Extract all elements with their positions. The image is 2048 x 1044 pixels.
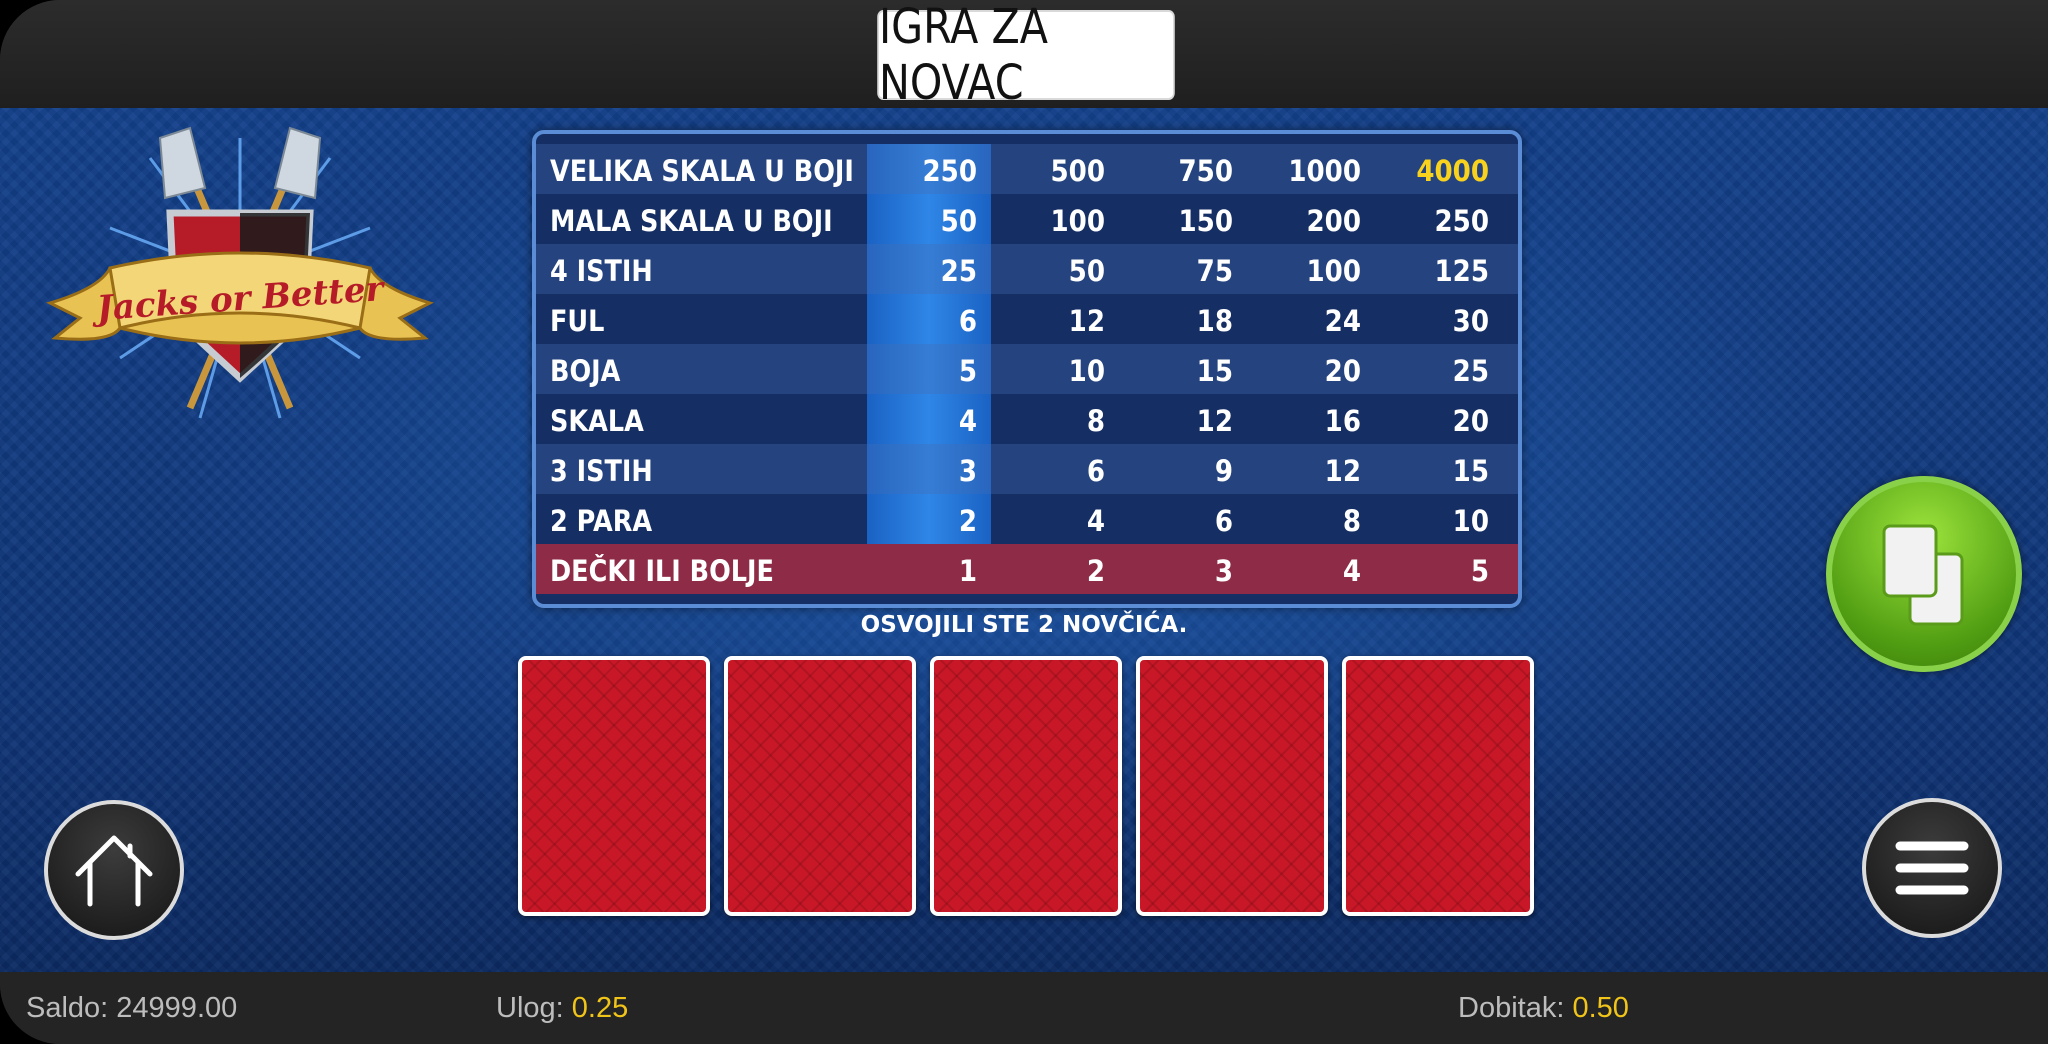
jacks-or-better-logo: Jacks or Better [45, 126, 435, 419]
menu-button[interactable] [1862, 798, 2002, 938]
payout-value: 2 [1086, 554, 1105, 588]
home-icon [75, 835, 153, 907]
payout-value: 12 [1068, 304, 1105, 338]
top-bar: IGRA ZA NOVAC [0, 0, 2048, 111]
payout-value: 12 [1196, 404, 1233, 438]
payout-value: 200 [1306, 204, 1361, 238]
hand-name: BOJA [550, 354, 621, 388]
payout-value: 5 [1470, 554, 1489, 588]
payout-value: 100 [1306, 254, 1361, 288]
payout-value: 8 [1086, 404, 1105, 438]
payout-value: 4000 [1416, 154, 1489, 188]
balance-value: 24999.00 [116, 992, 238, 1024]
payout-value: 100 [1050, 204, 1105, 238]
hand-name: 4 ISTIH [550, 254, 653, 288]
payout-value: 12 [1324, 454, 1361, 488]
payout-value: 4 [1086, 504, 1105, 538]
hand-name: MALA SKALA U BOJI [550, 204, 833, 238]
win-message: OSVOJILI STE 2 NOVČIĆA. [860, 612, 1188, 638]
payout-value: 9 [1214, 454, 1233, 488]
payout-value: 250 [1434, 204, 1489, 238]
payout-value: 50 [1068, 254, 1105, 288]
win-display: Dobitak: 0.50 [1458, 992, 1629, 1025]
hand-name: 3 ISTIH [550, 454, 653, 488]
payout-value: 125 [1434, 254, 1489, 288]
payout-value: 20 [1452, 404, 1489, 438]
card-back-2[interactable] [724, 656, 916, 916]
hand-name: SKALA [550, 404, 644, 438]
payout-value: 1 [958, 554, 977, 588]
win-label: Dobitak: [1458, 992, 1565, 1024]
payout-value: 4 [958, 404, 977, 438]
paytable-row: MALA SKALA U BOJI 50 100 150 200 250 [536, 194, 1518, 244]
pay-table: VELIKA SKALA U BOJI 250 500 750 1000 4000 MALA… [532, 130, 1522, 608]
payout-value: 3 [958, 454, 977, 488]
balance-label: Saldo: [26, 992, 109, 1024]
selected-bet-column [867, 144, 991, 544]
payout-value: 5 [958, 354, 977, 388]
payout-value: 1000 [1288, 154, 1361, 188]
hand-name: DEČKI ILI BOLJE [550, 554, 774, 588]
win-value: 0.50 [1572, 992, 1629, 1024]
balance-display: Saldo: 24999.00 [26, 992, 237, 1025]
payout-value: 15 [1452, 454, 1489, 488]
hand-name: VELIKA SKALA U BOJI [550, 154, 854, 188]
card-back-4[interactable] [1136, 656, 1328, 916]
hand-name: 2 PARA [550, 504, 653, 538]
paytable-row: 3 ISTIH 3 6 9 12 15 [536, 444, 1518, 494]
paytable-row: 4 ISTIH 25 50 75 100 125 [536, 244, 1518, 294]
payout-value: 30 [1452, 304, 1489, 338]
payout-value: 50 [940, 204, 977, 238]
payout-value: 3 [1214, 554, 1233, 588]
bet-display: Ulog: 0.25 [496, 992, 628, 1025]
payout-value: 10 [1068, 354, 1105, 388]
payout-value: 75 [1196, 254, 1233, 288]
payout-value: 6 [1214, 504, 1233, 538]
paytable-row: FUL 6 12 18 24 30 [536, 294, 1518, 344]
payout-value: 15 [1196, 354, 1233, 388]
paytable-row: SKALA 4 8 12 16 20 [536, 394, 1518, 444]
card-back-5[interactable] [1342, 656, 1534, 916]
payout-value: 20 [1324, 354, 1361, 388]
payout-value: 750 [1178, 154, 1233, 188]
game-mode-title: IGRA ZA NOVAC [877, 0, 1175, 111]
payout-value: 25 [1452, 354, 1489, 388]
card-back-1[interactable] [518, 656, 710, 916]
status-bar: Saldo: 24999.00 Ulog: 0.25 Dobitak: 0.50 [0, 972, 2048, 1044]
bet-value: 0.25 [571, 992, 629, 1024]
payout-value: 18 [1196, 304, 1233, 338]
payout-value: 24 [1324, 304, 1361, 338]
payout-value: 250 [922, 154, 977, 188]
payout-value: 16 [1324, 404, 1361, 438]
paytable-row: 2 PARA 2 4 6 8 10 [536, 494, 1518, 544]
payout-value: 6 [1086, 454, 1105, 488]
payout-value: 150 [1178, 204, 1233, 238]
home-button[interactable] [44, 800, 184, 940]
payout-value: 25 [940, 254, 977, 288]
paytable-row: DEČKI ILI BOLJE 1 2 3 4 5 [536, 544, 1518, 594]
payout-value: 2 [958, 504, 977, 538]
payout-value: 4 [1342, 554, 1361, 588]
payout-value: 6 [958, 304, 977, 338]
card-back-3[interactable] [930, 656, 1122, 916]
payout-value: 10 [1452, 504, 1489, 538]
payout-value: 500 [1050, 154, 1105, 188]
hand-name: FUL [550, 304, 605, 338]
paytable-row: BOJA 5 10 15 20 25 [536, 344, 1518, 394]
hamburger-icon [1895, 841, 1969, 895]
paytable-row: VELIKA SKALA U BOJI 250 500 750 1000 4000 [536, 144, 1518, 194]
cards-icon [1882, 524, 1964, 626]
deal-button[interactable] [1826, 476, 2022, 672]
payout-value: 8 [1342, 504, 1361, 538]
bet-label: Ulog: [496, 992, 564, 1024]
